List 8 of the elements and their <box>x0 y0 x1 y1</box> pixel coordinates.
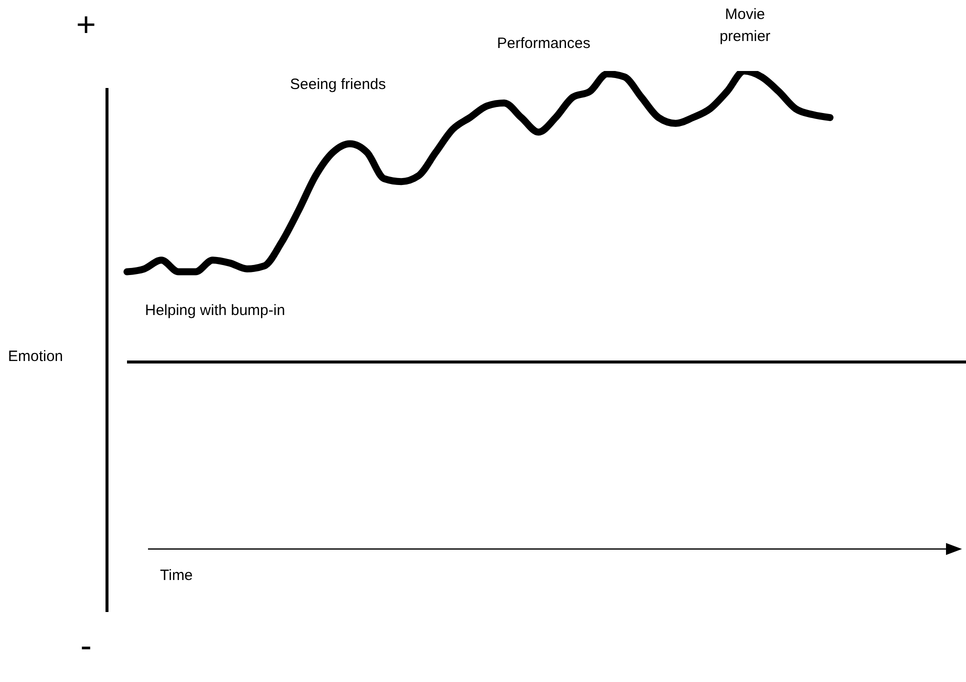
text: Movie premier <box>718 5 772 47</box>
text: Performances <box>497 34 592 54</box>
y-axis-title: Emotion <box>8 348 64 365</box>
annotation: Seeing friends <box>290 75 387 95</box>
text: + <box>75 6 97 44</box>
annotation: Helping with bump-in <box>145 301 286 321</box>
text: - <box>79 627 93 665</box>
text: Time <box>160 566 194 586</box>
